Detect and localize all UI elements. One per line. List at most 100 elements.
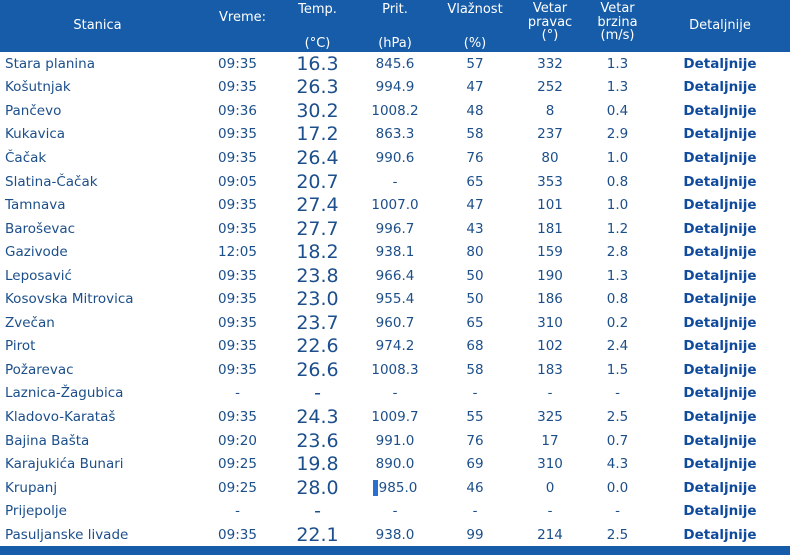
station-name: Baroševac — [5, 220, 76, 237]
details-link-label[interactable]: Detaljnije — [683, 338, 757, 355]
details-link[interactable]: Detaljnije — [650, 523, 790, 547]
humidity-cell: 43 — [466, 220, 484, 237]
details-link-label[interactable]: Detaljnije — [683, 432, 757, 449]
station-name: Prijepolje — [5, 503, 67, 520]
table-row: Košutnjak 09:35 26.3 994.9 47 252 1.3 Detaljnij… — [0, 75, 790, 100]
pressure-cell: 966.4 — [375, 267, 415, 284]
pressure-cell: 1007.0 — [371, 197, 419, 214]
details-link-label[interactable]: Detaljnije — [683, 102, 757, 119]
station-name: Kukavica — [5, 126, 66, 143]
temperature-cell: 30.2 — [296, 99, 339, 122]
details-link[interactable]: Detaljnije — [650, 476, 790, 500]
wind-direction-cell: 80 — [541, 149, 559, 166]
time-cell: 09:36 — [218, 102, 257, 119]
pressure-cell: - — [392, 173, 398, 190]
time-cell: 09:35 — [218, 126, 257, 143]
table-row: Kladovo-Karataš 09:35 24.3 1009.7 55 325 2.5 De… — [0, 405, 790, 429]
wind-speed-cell: 1.0 — [606, 197, 629, 214]
details-link-label[interactable]: Detaljnije — [683, 126, 757, 143]
station-name: Kosovska Mitrovica — [5, 291, 134, 308]
table-row: Pasuljanske livade 09:35 22.1 938.0 99 214 2.5… — [0, 522, 790, 547]
details-link-label[interactable]: Detaljnije — [683, 361, 757, 378]
table-row: Kukavica 09:35 17.2 863.3 58 237 2.9 Detaljnije — [0, 122, 790, 147]
details-link[interactable]: Detaljnije — [650, 76, 790, 100]
details-link[interactable]: Detaljnije — [650, 358, 790, 382]
station-name: Tamnava — [5, 197, 66, 214]
wind-direction-cell: 237 — [537, 126, 563, 143]
table-row: Slatina-Čačak 09:05 20.7 - 65 353 0.8 Detaljnij… — [0, 169, 790, 194]
temperature-cell: 19.8 — [296, 453, 339, 476]
temperature-cell: - — [314, 382, 321, 405]
details-link-label[interactable]: Detaljnije — [683, 291, 757, 308]
details-link[interactable]: Detaljnije — [650, 52, 790, 76]
details-link-label[interactable]: Detaljnije — [683, 55, 757, 72]
temperature-cell: 26.4 — [296, 146, 339, 169]
wind-direction-cell: - — [547, 385, 553, 402]
details-link-label[interactable]: Detaljnije — [683, 173, 757, 190]
details-link-label[interactable]: Detaljnije — [683, 385, 757, 402]
wind-speed-cell: 2.8 — [606, 244, 629, 261]
temperature-cell: - — [314, 500, 321, 523]
wind-speed-cell: 0.7 — [606, 432, 629, 449]
details-link[interactable]: Detaljnije — [650, 217, 790, 241]
time-cell: 09:35 — [218, 526, 257, 543]
details-link-label[interactable]: Detaljnije — [683, 526, 757, 543]
humidity-cell: 76 — [466, 149, 484, 166]
details-link[interactable]: Detaljnije — [650, 452, 790, 476]
temperature-cell: 23.0 — [296, 288, 339, 311]
time-cell: 09:35 — [218, 197, 257, 214]
column-header-pressure: Prit. (hPa) — [378, 2, 412, 51]
time-cell: 09:20 — [218, 432, 257, 449]
details-link[interactable]: Detaljnije — [650, 99, 790, 123]
details-link[interactable]: Detaljnije — [650, 170, 790, 194]
wind-speed-cell: 1.3 — [606, 79, 629, 96]
temperature-cell: 17.2 — [296, 123, 339, 146]
details-link-label[interactable]: Detaljnije — [683, 456, 757, 473]
details-link[interactable]: Detaljnije — [650, 499, 790, 523]
station-name: Stara planina — [5, 55, 95, 72]
humidity-cell: 58 — [466, 126, 484, 143]
pressure-cell: 974.2 — [375, 338, 415, 355]
wind-direction-cell: 353 — [537, 173, 563, 190]
temperature-cell: 27.4 — [296, 194, 339, 217]
details-link[interactable]: Detaljnije — [650, 146, 790, 170]
text-cursor-marker — [372, 479, 378, 496]
details-link-label[interactable]: Detaljnije — [683, 479, 757, 496]
temperature-cell: 18.2 — [296, 241, 339, 264]
wind-direction-cell: 17 — [541, 432, 559, 449]
humidity-cell: 76 — [466, 432, 484, 449]
details-link[interactable]: Detaljnije — [650, 287, 790, 311]
details-link-label[interactable]: Detaljnije — [683, 267, 757, 284]
details-link-label[interactable]: Detaljnije — [683, 408, 757, 425]
humidity-cell: 69 — [466, 456, 484, 473]
wind-speed-cell: 2.5 — [606, 408, 629, 425]
details-link[interactable]: Detaljnije — [650, 335, 790, 359]
details-link-label[interactable]: Detaljnije — [683, 79, 757, 96]
details-link[interactable]: Detaljnije — [650, 429, 790, 453]
details-link-label[interactable]: Detaljnije — [683, 244, 757, 261]
wind-direction-cell: 186 — [537, 291, 563, 308]
details-link-label[interactable]: Detaljnije — [683, 149, 757, 166]
details-link[interactable]: Detaljnije — [650, 311, 790, 335]
humidity-cell: 46 — [466, 479, 484, 496]
details-link[interactable]: Detaljnije — [650, 382, 790, 406]
table-header: Stanica Vreme: Temp. (°C) Prit. (hPa) Vlaž… — [0, 0, 790, 52]
details-link-label[interactable]: Detaljnije — [683, 197, 757, 214]
details-link-label[interactable]: Detaljnije — [683, 503, 757, 520]
wind-speed-cell: - — [615, 385, 620, 402]
time-cell: 09:35 — [218, 314, 257, 331]
details-link-label[interactable]: Detaljnije — [683, 314, 757, 331]
pressure-cell: 996.7 — [375, 220, 415, 237]
details-link[interactable]: Detaljnije — [650, 405, 790, 429]
details-link[interactable]: Detaljnije — [650, 193, 790, 217]
details-link-label[interactable]: Detaljnije — [683, 220, 757, 237]
station-name: Požarevac — [5, 361, 74, 378]
humidity-cell: 55 — [466, 408, 484, 425]
table-row: Požarevac 09:35 26.6 1008.3 58 183 1.5 Detaljni… — [0, 358, 790, 382]
details-link[interactable]: Detaljnije — [650, 240, 790, 264]
details-link[interactable]: Detaljnije — [650, 264, 790, 288]
wind-direction-cell: 310 — [537, 456, 563, 473]
time-cell: 09:35 — [218, 338, 257, 355]
pressure-cell: 991.0 — [375, 432, 415, 449]
details-link[interactable]: Detaljnije — [650, 123, 790, 147]
